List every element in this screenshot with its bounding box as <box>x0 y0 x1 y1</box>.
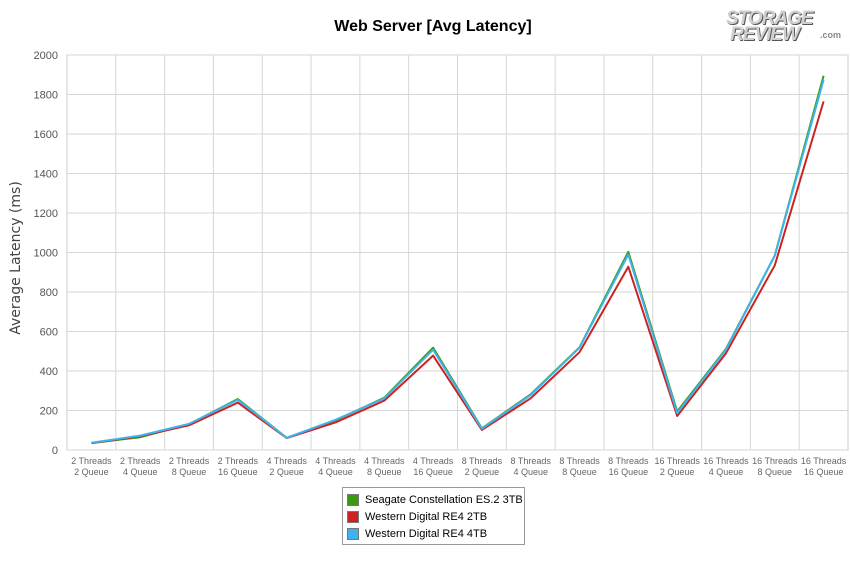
y-tick-label: 1400 <box>34 169 58 181</box>
x-tick-label: 16 Threads 16 Queue <box>801 456 847 477</box>
x-tick-label: 8 Threads 8 Queue <box>559 456 600 477</box>
legend: Seagate Constellation ES.2 3TB Western Di… <box>342 487 525 545</box>
y-tick-label: 1600 <box>34 129 58 141</box>
legend-item: Western Digital RE4 4TB <box>347 525 524 542</box>
logo-line-2: REVIEW <box>730 24 800 45</box>
x-tick-label: 4 Threads 4 Queue <box>315 456 356 477</box>
y-tick-label: 0 <box>52 445 58 457</box>
y-tick-label: 800 <box>40 287 58 299</box>
legend-label: Western Digital RE4 2TB <box>365 510 488 523</box>
x-tick-label: 16 Threads 2 Queue <box>654 456 700 477</box>
y-axis: 0 200 400 600 800 1000 1200 1400 1600 1800 2000 <box>34 50 58 457</box>
legend-swatch <box>347 527 359 540</box>
y-tick-label: 2000 <box>34 50 58 62</box>
chart-title: Web Server [Avg Latency] <box>334 18 532 35</box>
y-tick-label: 200 <box>40 406 58 418</box>
legend-item: Western Digital RE4 2TB <box>347 508 524 525</box>
y-tick-label: 1200 <box>34 208 58 220</box>
x-tick-label: 2 Threads 2 Queue <box>71 456 112 477</box>
legend-label: Western Digital RE4 4TB <box>365 527 488 540</box>
x-tick-label: 4 Threads 8 Queue <box>364 456 405 477</box>
y-tick-label: 1800 <box>34 90 58 102</box>
x-axis: 2 Threads 2 Queue 2 Threads 4 Queue 2 Thread… <box>71 456 847 477</box>
legend-label: Seagate Constellation ES.2 3TB <box>365 493 523 506</box>
y-tick-label: 400 <box>40 366 58 378</box>
x-tick-label: 8 Threads 16 Queue <box>608 456 649 477</box>
legend-item: Seagate Constellation ES.2 3TB <box>347 491 524 508</box>
x-tick-label: 2 Threads 16 Queue <box>218 456 259 477</box>
x-tick-label: 16 Threads 4 Queue <box>703 456 749 477</box>
legend-swatch <box>347 493 359 506</box>
series-line-western-digital-re4-4tb <box>91 79 825 444</box>
logo-suffix: .com <box>820 30 842 40</box>
x-tick-label: 2 Threads 4 Queue <box>120 456 161 477</box>
x-tick-label: 4 Threads 16 Queue <box>413 456 454 477</box>
x-tick-label: 8 Threads 4 Queue <box>511 456 552 477</box>
series-line-western-digital-re4-2tb <box>91 101 825 445</box>
x-tick-label: 2 Threads 8 Queue <box>169 456 210 477</box>
x-tick-label: 16 Threads 8 Queue <box>752 456 798 477</box>
grid-lines <box>66 54 849 451</box>
series-lines <box>91 75 825 445</box>
y-tick-label: 1000 <box>34 248 58 260</box>
legend-swatch <box>347 510 359 523</box>
storagereview-logo: STORAGE REVIEW .com <box>724 8 841 45</box>
x-tick-label: 4 Threads 2 Queue <box>266 456 307 477</box>
x-tick-label: 8 Threads 2 Queue <box>462 456 503 477</box>
y-axis-label: Average Latency (ms) <box>8 181 24 335</box>
logo-line-1: STORAGE <box>726 8 814 29</box>
y-tick-label: 600 <box>40 327 58 339</box>
